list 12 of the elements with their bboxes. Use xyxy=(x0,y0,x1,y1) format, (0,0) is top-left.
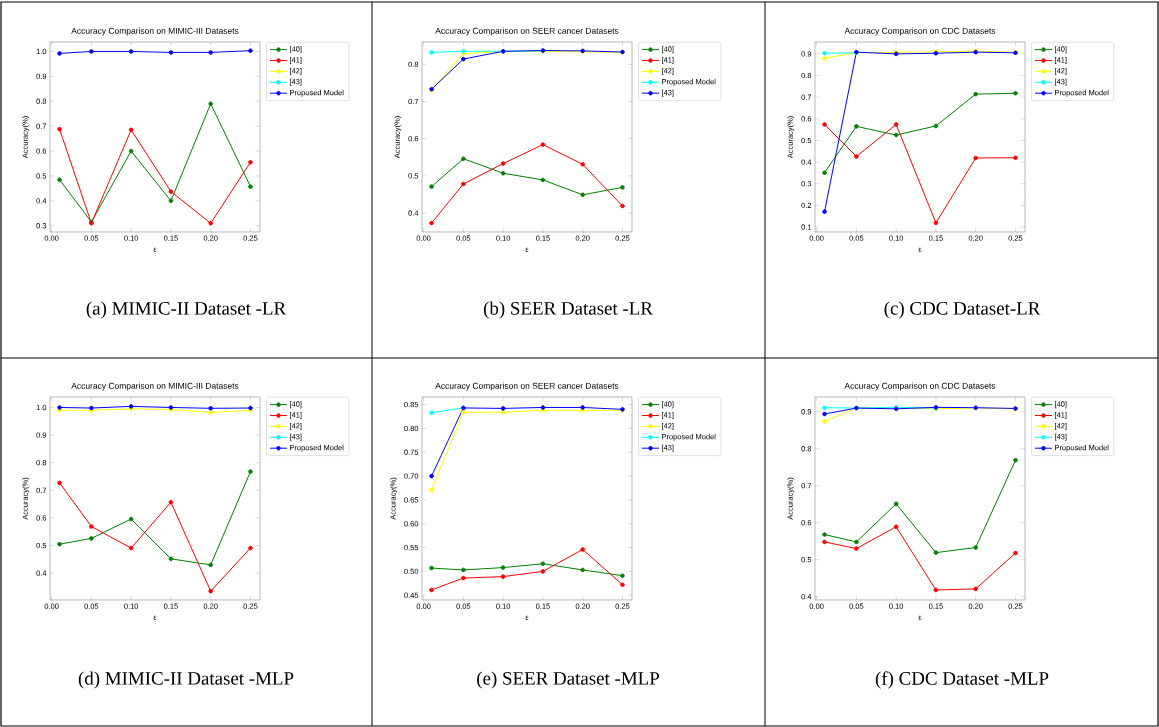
text: (c) CDC Dataset-LR xyxy=(884,301,1041,319)
text: (f) CDC Dataset -MLP xyxy=(875,671,1049,689)
text: (e) SEER Dataset -MLP xyxy=(477,671,659,689)
text: (d) MIMIC-II Dataset -MLP xyxy=(78,671,294,689)
chart-title: Accuracy Comparison on MIMIC-III Datasets xyxy=(71,27,239,36)
text: (a) MIMIC-II Dataset -LR xyxy=(86,301,287,319)
chart-title: Accuracy Comparison on CDC Datasets xyxy=(844,27,996,36)
chart-title: Accuracy Comparison on SEER cancer Datasets xyxy=(435,27,619,36)
chart-title: Accuracy Comparison on SEER cancer Datasets xyxy=(435,382,619,391)
text: (b) SEER Dataset -LR xyxy=(483,301,653,319)
chart-title: Accuracy Comparison on CDC Datasets xyxy=(844,382,996,391)
chart-title: Accuracy Comparison on MIMIC-III Datasets xyxy=(71,382,239,391)
